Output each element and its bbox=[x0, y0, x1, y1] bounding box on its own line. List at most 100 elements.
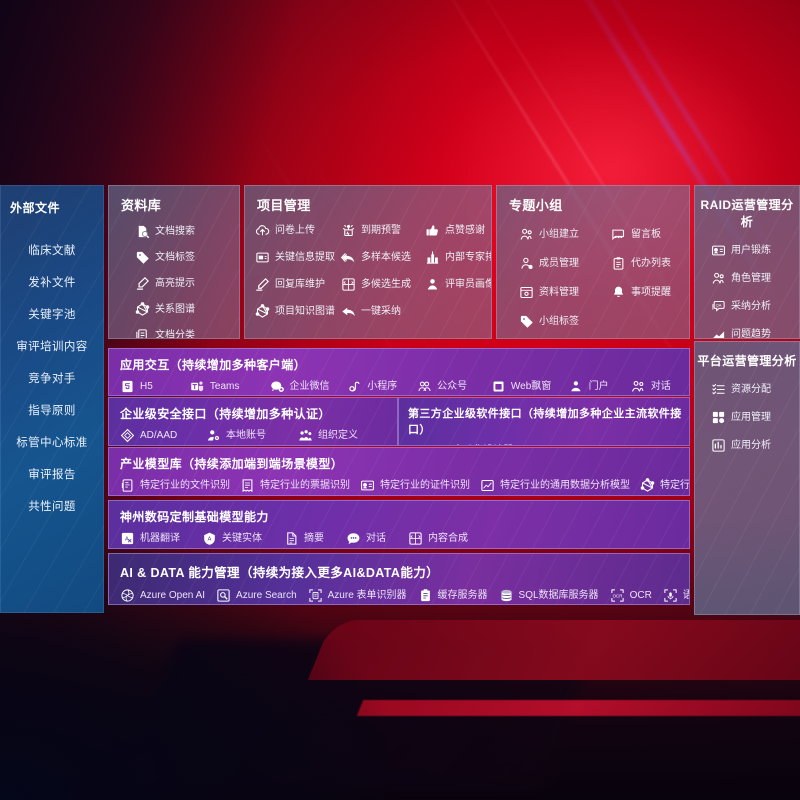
project-item-one-click-adopt[interactable]: 一键采纳 bbox=[341, 304, 425, 319]
industry-item-knowledge-graph-model[interactable]: 特定行业的通用知识图谱模型 bbox=[640, 478, 689, 493]
library-item-document-search[interactable]: 文档搜索 bbox=[135, 224, 239, 239]
group-item-message-board[interactable]: 留言板 bbox=[611, 227, 689, 242]
sidebar-item-review-training[interactable]: 审评培训内容 bbox=[16, 341, 88, 353]
security-item-local-account[interactable]: 本地账号 bbox=[206, 428, 298, 443]
dcits-item-machine-translation[interactable]: A 机器翻译 bbox=[120, 531, 180, 546]
ai-item-cache-server[interactable]: 缓存服务器 bbox=[418, 588, 488, 603]
trend-chart-icon bbox=[713, 331, 725, 338]
background-shard-bright bbox=[356, 700, 800, 716]
project-item-reply-library-maintain[interactable]: 回复库维护 bbox=[255, 277, 341, 292]
platform-item-label: 应用分析 bbox=[731, 439, 771, 451]
app-item-teams[interactable]: Teams bbox=[190, 379, 270, 394]
library-item-document-category[interactable]: 文档分类 bbox=[135, 328, 239, 338]
org-people-icon bbox=[299, 430, 312, 441]
raid-item-role-management[interactable]: 角色管理 bbox=[695, 271, 799, 286]
app-item-dialog[interactable]: 对话 bbox=[631, 379, 689, 394]
project-item-key-info-extract[interactable]: 关键信息提取 bbox=[255, 250, 341, 265]
sidebar-item-common-issues[interactable]: 共性问题 bbox=[28, 501, 76, 513]
app-item-portal[interactable]: 门户 bbox=[569, 379, 631, 394]
ai-item-ocr[interactable]: OCR OCR bbox=[610, 588, 652, 603]
ocr-icon: OCR bbox=[610, 589, 624, 602]
project-item-expiry-alert[interactable]: 到期预警 bbox=[341, 223, 425, 238]
app-item-label: 公众号 bbox=[437, 380, 468, 392]
library-item-highlight[interactable]: 高亮提示 bbox=[135, 276, 239, 291]
industry-item-receipt-recognition[interactable]: 特定行业的票据识别 bbox=[240, 478, 350, 493]
industry-item-data-analysis-model[interactable]: 特定行业的通用数据分析模型 bbox=[480, 478, 630, 493]
library-item-relation-graph[interactable]: 关系图谱 bbox=[135, 302, 239, 317]
security-item-ad-aad[interactable]: AD/AAD bbox=[120, 428, 206, 443]
dcits-item-content-synthesis[interactable]: 内容合成 bbox=[408, 531, 468, 546]
app-item-label: Web飘窗 bbox=[510, 380, 552, 392]
project-item-thanks-like[interactable]: 点赞感谢 bbox=[425, 223, 491, 238]
message-board-icon bbox=[612, 229, 625, 241]
security-item-org-definition[interactable]: 组织定义 bbox=[298, 428, 390, 443]
app-item-h5[interactable]: H5 bbox=[120, 379, 190, 394]
library-item-label: 关系图谱 bbox=[155, 303, 195, 315]
platform-item-resource-allocation[interactable]: 资源分配 bbox=[695, 382, 799, 397]
dcits-item-summary[interactable]: 摘要 bbox=[284, 531, 324, 546]
platform-item-app-analysis[interactable]: 应用分析 bbox=[695, 438, 799, 453]
ai-item-speech-understanding[interactable]: 语音理解 bbox=[663, 588, 689, 603]
highlighter-icon bbox=[136, 277, 149, 290]
industry-item-id-recognition[interactable]: 特定行业的证件识别 bbox=[360, 478, 470, 493]
group-item-label: 事项提醒 bbox=[631, 286, 671, 298]
group-item-item-reminder[interactable]: 事项提醒 bbox=[611, 285, 689, 300]
security-row-items: AD/AAD 本地账号 组织定义 bbox=[109, 422, 397, 443]
app-item-official-account[interactable]: 公众号 bbox=[417, 379, 491, 394]
group-item-todo-list[interactable]: 代办列表 bbox=[611, 256, 689, 271]
project-item-multi-candidate-generate[interactable]: 多候选生成 bbox=[341, 277, 425, 292]
portal-person-icon bbox=[570, 381, 581, 392]
receipt-icon bbox=[242, 479, 253, 493]
sidebar-item-guidelines[interactable]: 指导原则 bbox=[28, 405, 76, 417]
sidebar-item-clinical-literature[interactable]: 临床文献 bbox=[28, 245, 76, 257]
alarm-light-icon bbox=[342, 224, 355, 237]
raid-item-adoption-analysis[interactable]: QA 采纳分析 bbox=[695, 299, 799, 314]
raid-analysis-panel: RAID运营管理分析 用户锻炼 角色管理 QA 采纳分析 问题趋势 bbox=[694, 185, 800, 339]
sidebar-item-review-report[interactable]: 审评报告 bbox=[28, 469, 76, 481]
project-item-questionnaire-upload[interactable]: 问卷上传 bbox=[255, 223, 341, 238]
platform-panel-title: 平台运营管理分析 bbox=[697, 354, 797, 368]
app-item-miniprogram[interactable]: 小程序 bbox=[347, 379, 417, 394]
project-item-multi-sample-candidate[interactable]: 多样本候选 bbox=[341, 250, 425, 265]
raid-item-issue-trend[interactable]: 问题趋势 bbox=[695, 327, 799, 338]
group-item-material-management[interactable]: 资料管理 bbox=[519, 285, 611, 300]
project-item-knowledge-graph[interactable]: 项目知识图谱 bbox=[255, 304, 341, 319]
project-item-reviewer-profile[interactable]: 评审员画像 bbox=[425, 277, 491, 292]
industry-model-row: 产业模型库（持续添加端到端场景模型） 特定行业的文件识别 特定行业的票据识别 特… bbox=[108, 447, 690, 496]
sidebar-item-supplement-docs[interactable]: 发补文件 bbox=[28, 277, 76, 289]
svg-text:A: A bbox=[208, 536, 212, 542]
tag-icon bbox=[136, 251, 149, 264]
group-panel-title: 专题小组 bbox=[509, 198, 563, 213]
dcits-item-label: 内容合成 bbox=[428, 532, 468, 544]
svg-text:OCR: OCR bbox=[612, 593, 622, 598]
sidebar-item-standards-center[interactable]: 标管中心标准 bbox=[16, 437, 88, 449]
app-item-web-float-window[interactable]: Web飘窗 bbox=[491, 379, 569, 394]
thirdparty-row-title: 第三方企业级软件接口（持续增加多种企业主流软件接口） bbox=[408, 408, 682, 436]
group-item-group-tag[interactable]: 小组标签 bbox=[519, 314, 611, 329]
dcits-item-dialog[interactable]: 对话 bbox=[346, 531, 386, 546]
app-item-wecom[interactable]: 企业微信 bbox=[270, 379, 348, 394]
thirdparty-item-api-designer[interactable]: API自动化设计器 bbox=[417, 443, 513, 445]
group-item-label: 留言板 bbox=[631, 228, 661, 240]
project-item-label: 回复库维护 bbox=[275, 278, 325, 290]
project-item-internal-expert-ranking[interactable]: 内部专家排名 bbox=[425, 250, 491, 265]
library-item-document-tag[interactable]: 文档标签 bbox=[135, 250, 239, 265]
sidebar-item-competitors[interactable]: 竞争对手 bbox=[28, 373, 76, 385]
ai-item-form-recognizer[interactable]: Azure 表单识别器 bbox=[308, 588, 407, 603]
platform-item-app-management[interactable]: 应用管理 bbox=[695, 410, 799, 425]
sidebar-item-keyword-pool[interactable]: 关键字池 bbox=[28, 309, 76, 321]
library-panel-title: 资料库 bbox=[121, 198, 162, 213]
group-item-create-group[interactable]: 小组建立 bbox=[519, 227, 611, 242]
ai-item-label: Azure Open AI bbox=[140, 589, 206, 601]
project-item-label: 点赞感谢 bbox=[445, 224, 485, 236]
group-item-member-management[interactable]: 成员管理 bbox=[519, 256, 611, 271]
chat-bubble-icon bbox=[347, 533, 360, 545]
ai-item-azure-openai[interactable]: Azure Open AI bbox=[120, 588, 205, 603]
file-recognize-icon bbox=[121, 479, 133, 492]
ai-item-sql-database[interactable]: SQL数据库服务器 bbox=[499, 588, 599, 603]
search-box-icon bbox=[217, 589, 230, 602]
industry-item-file-recognition[interactable]: 特定行业的文件识别 bbox=[120, 478, 230, 493]
dcits-item-key-entity[interactable]: A 关键实体 bbox=[202, 531, 262, 546]
ai-item-azure-search[interactable]: Azure Search bbox=[216, 588, 297, 603]
raid-item-user-training[interactable]: 用户锻炼 bbox=[695, 243, 799, 258]
